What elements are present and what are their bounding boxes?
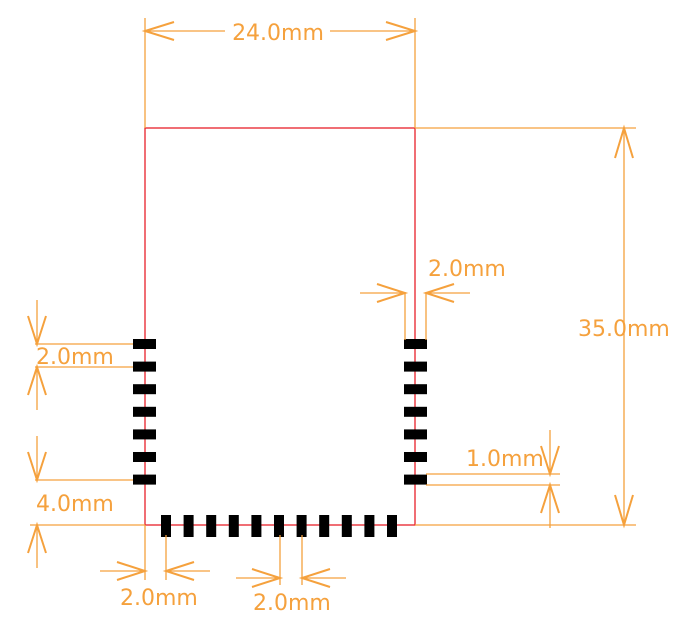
bottom-pad [251, 515, 262, 537]
right-pad [404, 452, 427, 462]
bottom-margin-arrow-bottom [27, 521, 47, 554]
right-pad [404, 384, 427, 395]
bottom-pad [387, 515, 397, 537]
bottom-edge-offset-dimension: 2.0mm [100, 525, 210, 611]
height-arrow-top [614, 124, 634, 159]
left-pad [133, 339, 156, 349]
bottom-pad [206, 515, 217, 537]
board-outline [144, 127, 416, 526]
bottom-pitch-label: 2.0mm [253, 591, 331, 616]
bottom-pad [296, 515, 307, 537]
width-arrow-left [141, 21, 175, 41]
left-pad-column [133, 339, 156, 485]
bottom-pitch-arrow-right [298, 568, 331, 588]
left-pitch-arrow-bottom [27, 363, 47, 396]
bottom-pad [161, 515, 171, 537]
left-pad [133, 361, 156, 372]
left-pitch-label: 2.0mm [36, 345, 114, 370]
bottom-pad [274, 515, 284, 537]
bottom-margin-label: 4.0mm [36, 492, 114, 517]
left-pad [133, 429, 156, 440]
right-offset-label: 1.0mm [466, 447, 544, 472]
right-pad [404, 361, 427, 372]
right-offset-arrow-top [540, 445, 560, 478]
left-pad [133, 452, 156, 462]
pad-width-label: 2.0mm [428, 257, 506, 282]
edge-offset-arrow-left [116, 561, 149, 581]
pad-width-arrow-left [376, 283, 409, 303]
bottom-pad [341, 515, 352, 537]
right-pad [404, 474, 427, 485]
width-arrow-right [385, 21, 419, 41]
bottom-margin-arrow-top [27, 451, 47, 484]
bottom-pad [228, 515, 239, 537]
left-pad [133, 406, 156, 417]
width-dimension: 24.0mm [141, 18, 419, 128]
left-pitch-arrow-top [27, 315, 47, 348]
width-label: 24.0mm [232, 21, 324, 46]
height-label: 35.0mm [578, 317, 670, 342]
right-offset-arrow-bottom [540, 481, 560, 514]
pad-width-dimension: 2.0mm [360, 257, 506, 340]
right-pad [404, 429, 427, 440]
bottom-pad [319, 515, 330, 537]
pad-width-arrow-right [422, 283, 455, 303]
edge-offset-label: 2.0mm [120, 586, 198, 611]
bottom-margin-dimension: 4.0mm [27, 436, 145, 568]
bottom-pad-row [161, 515, 397, 537]
left-pad [133, 384, 156, 395]
edge-offset-arrow-right [162, 561, 195, 581]
left-pitch-dimension: 2.0mm [27, 300, 133, 410]
bottom-pitch-arrow-left [251, 568, 284, 588]
right-pad [404, 406, 427, 417]
height-dimension: 35.0mm [415, 124, 670, 529]
height-arrow-bottom [614, 494, 634, 529]
right-pad [404, 339, 427, 349]
right-pad-column [404, 339, 427, 485]
right-offset-dimension: 1.0mm [426, 430, 560, 528]
left-pad [133, 474, 156, 485]
bottom-pitch-dimension: 2.0mm [236, 535, 346, 616]
bottom-pad [364, 515, 375, 537]
bottom-pad [183, 515, 194, 537]
